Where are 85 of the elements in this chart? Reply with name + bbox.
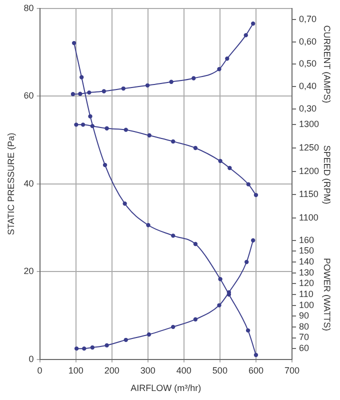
point [145, 83, 150, 88]
y2-tick-label: 1300 [299, 119, 320, 130]
point [217, 67, 222, 72]
point [254, 352, 258, 358]
point [193, 317, 198, 322]
point [218, 277, 222, 282]
point [78, 92, 82, 96]
x-tick-label: 0 [37, 365, 42, 376]
x-tick-label: 600 [248, 365, 264, 376]
y-tick-label: 40 [24, 178, 34, 188]
point [87, 90, 92, 95]
point [74, 122, 78, 127]
point [80, 122, 86, 127]
point [193, 242, 198, 246]
y2-tick-label: 0,50 [299, 58, 317, 69]
y2-axis-title: CURRENT (AMPS) [322, 25, 332, 104]
y2-tick-label: 80 [299, 321, 310, 332]
x-tick-label: 500 [212, 365, 228, 376]
point [88, 114, 92, 118]
y2-tick-label: 120 [299, 278, 314, 288]
point [70, 92, 76, 96]
point [171, 234, 176, 238]
point [193, 146, 198, 150]
point [122, 202, 127, 206]
point [254, 192, 258, 198]
x-tick-label: 400 [176, 365, 192, 376]
point [244, 260, 249, 264]
y2-tick-label: 130 [299, 267, 314, 278]
point [121, 86, 126, 91]
x-axis-title: AIRFLOW (m³/hr) [130, 383, 202, 394]
y2-tick-label: 1150 [299, 189, 318, 200]
point [218, 158, 222, 164]
point [82, 346, 86, 351]
y2-tick-label: 0,60 [299, 36, 317, 46]
y2-tick-label: 160 [299, 234, 314, 245]
point [90, 124, 95, 128]
point [228, 166, 232, 170]
x-tick-label: 300 [140, 365, 156, 376]
point [146, 223, 150, 228]
y2-tick-label: 110 [299, 288, 314, 299]
y-tick-label: 80 [24, 2, 34, 13]
y2-tick-label: 140 [299, 256, 314, 266]
point [250, 238, 256, 242]
point [102, 162, 108, 168]
point [102, 89, 106, 94]
y2-tick-label: 60 [299, 343, 310, 354]
y2-tick-label: 0,40 [299, 81, 317, 92]
y-tick-label: 60 [24, 90, 34, 101]
point [124, 338, 128, 342]
point [171, 139, 176, 144]
point [74, 346, 79, 351]
point [90, 345, 95, 350]
y2-tick-label: 100 [299, 300, 314, 310]
point [217, 303, 222, 308]
point [246, 182, 251, 186]
point [171, 324, 176, 330]
point [80, 75, 84, 80]
y2-axis-title: POWER (WATTS) [322, 258, 332, 331]
y2-tick-label: 150 [299, 246, 314, 256]
y2-tick-label: 0,30 [299, 103, 317, 114]
y2-tick-label: 1200 [299, 166, 320, 176]
point [104, 343, 109, 348]
point [72, 40, 76, 46]
point [250, 21, 256, 26]
point [246, 328, 250, 333]
y2-tick-label: 90 [299, 310, 310, 321]
y-tick-label: 20 [24, 266, 34, 276]
x-tick-label: 200 [104, 365, 120, 376]
point [244, 33, 248, 38]
point [169, 80, 174, 84]
x-tick-label: 700 [284, 365, 300, 376]
y2-tick-label: 1250 [299, 142, 320, 152]
y-tick-label: 0 [28, 354, 34, 364]
y2-tick-label: 1100 [299, 212, 318, 222]
point [225, 56, 230, 61]
point [124, 128, 128, 132]
y2-tick-label: 70 [299, 332, 310, 342]
point [104, 126, 109, 131]
point [146, 332, 152, 337]
y2-axis-title: SPEED (RPM) [322, 145, 332, 204]
y2-tick-label: 0,70 [299, 14, 317, 24]
point [192, 76, 196, 80]
x-tick-label: 100 [68, 365, 84, 376]
y-axis-title: STATIC PRESSURE (Pa) [6, 132, 16, 235]
point [147, 133, 152, 138]
